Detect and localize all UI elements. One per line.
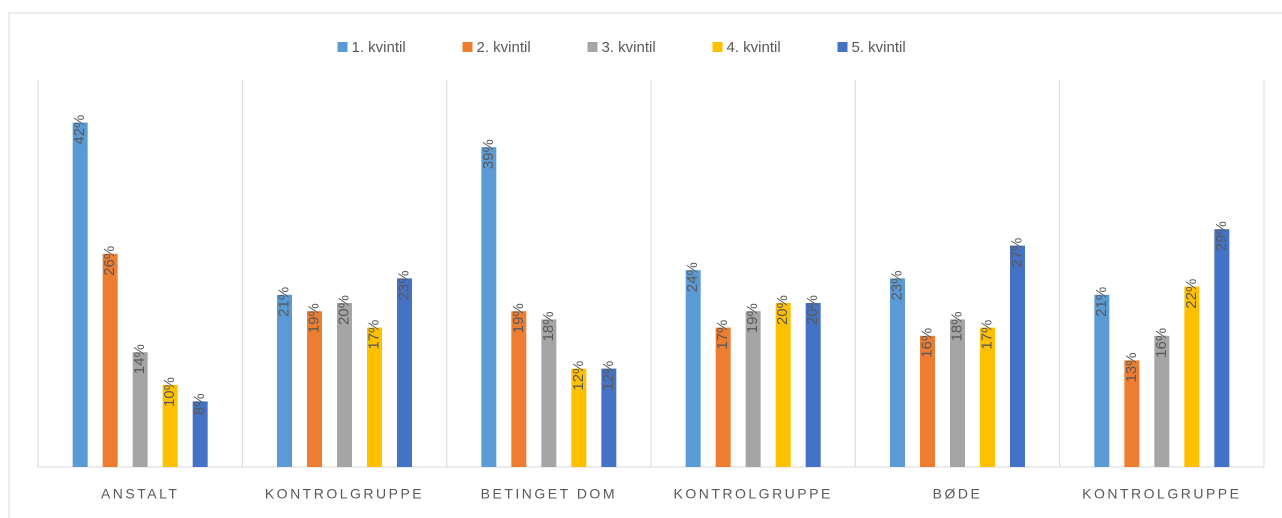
bar (950, 319, 965, 467)
bar (481, 147, 497, 467)
bar (920, 335, 935, 467)
value-label: 23% (395, 270, 412, 300)
bar (132, 352, 148, 467)
value-label: 20% (335, 295, 352, 325)
value-label: 10% (161, 377, 178, 407)
value-label: 8% (191, 393, 208, 415)
x-tick-label: KONTROLGRUPPE (674, 486, 833, 502)
legend-label: 4. kvintil (727, 39, 781, 56)
value-label: 39% (480, 139, 497, 169)
value-label: 17% (978, 320, 995, 350)
value-label: 20% (774, 295, 791, 325)
legend-label: 1. kvintil (352, 39, 406, 56)
bar (102, 253, 118, 467)
value-label: 27% (1008, 238, 1025, 268)
bar (337, 303, 352, 467)
bar (980, 327, 995, 467)
bar (685, 270, 701, 467)
value-label: 24% (684, 262, 701, 292)
value-label: 29% (1213, 221, 1230, 251)
bar (541, 319, 557, 467)
legend-swatch (837, 42, 848, 52)
legend-swatch (587, 42, 598, 52)
legend-label: 3. kvintil (602, 39, 656, 56)
value-label: 20% (804, 295, 821, 325)
value-label: 19% (744, 303, 761, 333)
bar (1154, 335, 1170, 467)
value-label: 26% (101, 246, 118, 276)
value-label: 12% (600, 361, 617, 391)
legend-label: 2. kvintil (477, 39, 531, 56)
x-tick-label: KONTROLGRUPPE (265, 486, 424, 502)
value-label: 18% (948, 311, 965, 341)
bar (277, 294, 292, 467)
bar (1214, 229, 1230, 467)
legend-swatch (337, 42, 348, 52)
value-label: 22% (1183, 279, 1200, 309)
legend-label: 5. kvintil (852, 39, 906, 56)
x-tick-label: BØDE (933, 486, 983, 502)
bar (162, 385, 178, 467)
bar (745, 311, 761, 467)
value-label: 18% (540, 311, 557, 341)
bar (890, 278, 905, 467)
value-label: 21% (1093, 287, 1110, 317)
value-label: 19% (305, 303, 322, 333)
value-label: 17% (714, 320, 731, 350)
value-label: 17% (365, 320, 382, 350)
bar (367, 327, 382, 467)
value-label: 13% (1123, 352, 1140, 382)
bar (601, 368, 617, 467)
value-label: 42% (71, 115, 88, 145)
value-label: 16% (1153, 328, 1170, 358)
value-label: 12% (570, 361, 587, 391)
bar (307, 311, 322, 467)
bar (72, 122, 88, 467)
x-tick-label: ANSTALT (101, 486, 179, 502)
value-label: 23% (888, 270, 905, 300)
bar (805, 303, 821, 467)
value-label: 21% (275, 287, 292, 317)
bar (715, 327, 731, 467)
x-tick-label: KONTROLGRUPPE (1082, 486, 1241, 502)
bar (397, 278, 412, 467)
bar (571, 368, 587, 467)
bar (1010, 245, 1025, 467)
value-label: 14% (131, 344, 148, 374)
bar (1094, 294, 1110, 467)
value-label: 16% (918, 328, 935, 358)
bar (1184, 286, 1200, 467)
bar (1124, 360, 1140, 467)
legend-swatch (462, 42, 473, 52)
legend-swatch (712, 42, 723, 52)
bar (775, 303, 791, 467)
x-tick-label: BETINGET DOM (481, 486, 617, 502)
bar (192, 401, 208, 467)
bar (511, 311, 527, 467)
value-label: 19% (510, 303, 527, 333)
